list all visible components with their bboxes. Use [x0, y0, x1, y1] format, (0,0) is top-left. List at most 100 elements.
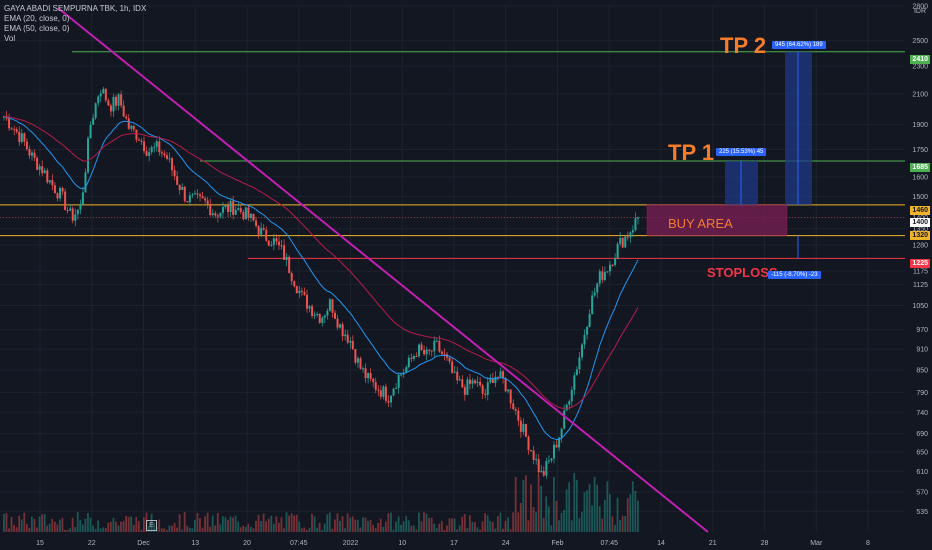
candle-body	[234, 209, 237, 215]
candle-body	[522, 423, 525, 432]
legend-symbol[interactable]: GAYA ABADI SEMPURNA TBK, 1h, IDX	[4, 4, 147, 13]
volume-bar	[619, 520, 621, 532]
candle-body	[619, 237, 622, 244]
candle-body	[591, 295, 594, 314]
volume-bar	[295, 514, 298, 532]
candle-body	[634, 218, 637, 231]
candle-body	[390, 395, 393, 403]
candle-body	[514, 409, 517, 411]
candle-body	[560, 428, 563, 438]
price-axis[interactable]: 2800 2500 2300 2100 1900 1750 1600 1500 14001350…	[912, 4, 928, 516]
volume-bar	[494, 528, 497, 532]
trendline[interactable]	[57, 7, 709, 533]
candle-body	[186, 201, 189, 203]
time-axis[interactable]: 15 22 Dec 13 20 07:45 2022 10 17 24 Feb 07:45 14 21 28…	[36, 540, 870, 547]
x-tick-label: 14	[657, 540, 665, 547]
y-tick-label: 1900	[912, 122, 928, 129]
volume-bar	[550, 525, 553, 532]
candle-body	[456, 371, 459, 381]
candle-body	[283, 245, 286, 260]
volume-bar	[81, 524, 84, 532]
volume-bar	[71, 517, 74, 532]
volume-bar	[69, 528, 72, 532]
candle-body	[453, 371, 456, 373]
volume-bar	[611, 516, 614, 532]
y-tick-label: 2300	[912, 64, 928, 71]
candle-body	[18, 131, 21, 142]
volume-bar	[31, 516, 33, 532]
candle-body	[624, 236, 627, 248]
candle-body	[196, 193, 199, 195]
candle-body	[392, 388, 395, 396]
x-tick-label: 10	[398, 540, 406, 547]
volume-bar	[285, 512, 288, 532]
volume-bar	[117, 525, 120, 532]
volume-bar	[107, 522, 110, 532]
candle-body	[502, 371, 505, 379]
candle-body	[163, 153, 166, 156]
volume-bar	[440, 520, 443, 532]
volume-bar	[288, 515, 290, 532]
candle-body	[321, 317, 324, 323]
y-tick-label: 1280	[912, 242, 928, 249]
volume-bar	[165, 529, 168, 532]
volume-bar	[272, 523, 275, 532]
volume-bar	[311, 513, 313, 532]
volume-bar	[568, 482, 571, 532]
candle-body	[193, 193, 196, 195]
volume-bar	[405, 516, 408, 532]
candle-body	[568, 401, 571, 405]
y-tick-label: 690	[916, 431, 928, 438]
volume-bar	[163, 528, 166, 532]
stoploss-label: STOPLOSS	[707, 265, 778, 280]
tp1-target-tag[interactable]: 225 (15.53%) 45	[716, 148, 767, 156]
volume-bar	[209, 526, 212, 532]
candle-body	[494, 376, 497, 383]
volume-bar	[94, 528, 97, 532]
stop-target-tag[interactable]: -115 (-8.70%) -23	[768, 271, 821, 279]
volume-bar	[443, 529, 446, 532]
legend-ema20[interactable]: EMA (20, close, 0)	[4, 14, 70, 23]
candle-body	[517, 410, 520, 421]
x-tick-label: Dec	[137, 540, 150, 547]
candle-body	[48, 180, 51, 183]
volume-bar	[64, 529, 66, 532]
candle-body	[135, 129, 138, 140]
legend-ema50[interactable]: EMA (50, close, 0)	[4, 24, 70, 33]
volume-bar	[51, 518, 54, 532]
candle-body	[537, 459, 540, 473]
volume-bar	[13, 525, 15, 532]
volume-bar	[481, 521, 484, 532]
volume-bar	[323, 523, 326, 532]
candle-body	[499, 371, 502, 378]
volume-bar	[318, 522, 321, 532]
volume-bar	[305, 529, 308, 532]
volume-bar	[507, 517, 509, 532]
volume-bar	[38, 516, 41, 532]
volume-bar	[390, 512, 392, 532]
candle-body	[328, 299, 331, 311]
volume-bar	[349, 517, 352, 532]
candle-body	[466, 379, 469, 395]
e-marker[interactable]: E	[146, 520, 157, 531]
ema20-line	[3, 116, 639, 441]
volume-bar	[148, 525, 150, 532]
volume-bar	[471, 521, 474, 532]
volume-bar	[430, 517, 433, 532]
candle-body	[458, 379, 461, 381]
volume-bar	[76, 512, 79, 532]
candle-body	[140, 140, 143, 142]
candle-body	[265, 229, 268, 241]
volume-bar	[524, 475, 527, 532]
legend-vol[interactable]: Vol	[4, 34, 16, 43]
volume-bar	[262, 513, 265, 532]
volume-bar	[384, 521, 387, 532]
volume-bar	[364, 517, 367, 532]
candle-body	[285, 256, 288, 260]
y-tick-label: 1350	[912, 226, 928, 233]
tp2-target-tag[interactable]: 945 (64.62%) 189	[772, 41, 826, 49]
candle-body	[117, 94, 120, 106]
candle-body	[339, 324, 342, 328]
volume-bar	[560, 512, 563, 532]
